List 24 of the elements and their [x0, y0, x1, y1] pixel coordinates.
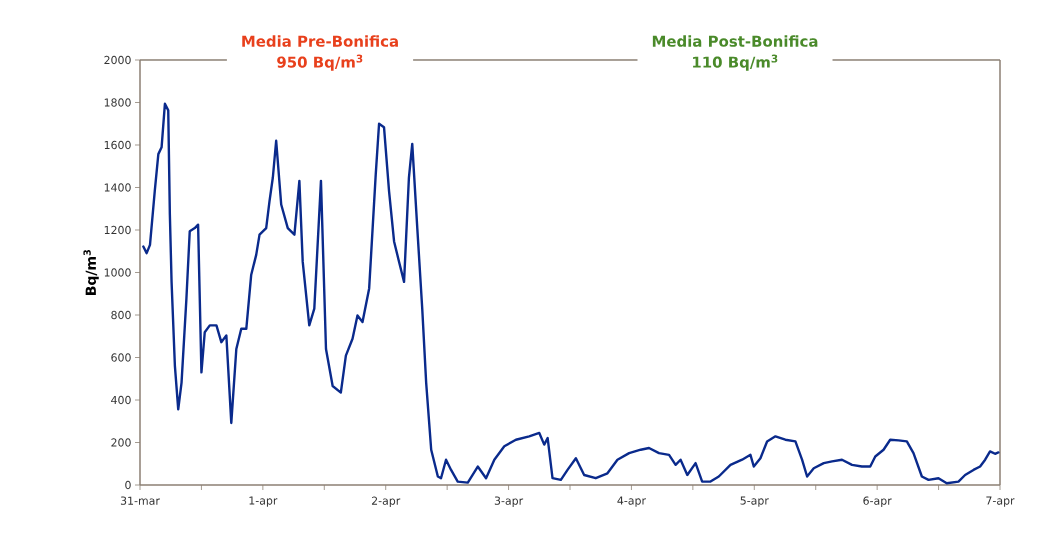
y-tick-label: 2000 — [104, 55, 131, 65]
y-tick-label: 200 — [111, 438, 131, 447]
x-tick-label: 1-apr — [249, 496, 278, 507]
x-tick-label: 6-apr — [863, 496, 892, 507]
annotation: 950 Bq/m$^{3}$ — [277, 54, 363, 71]
x-tick-label: 7-apr — [986, 496, 1015, 507]
x-tick-label: 4-apr — [617, 496, 646, 507]
y-tick-label: 1800 — [104, 98, 131, 107]
y-tick-label: 0 — [125, 480, 131, 490]
x-tick-label: 2-apr — [371, 496, 401, 507]
text: Media Pre-Bonifica — [242, 35, 398, 47]
y-tick-label: 1000 — [104, 268, 131, 277]
y-tick-label: 1200 — [104, 225, 131, 235]
y-tick-label: 1400 — [104, 183, 131, 192]
x-tick-label: 5-apr — [740, 496, 769, 507]
y-tick-label: 600 — [111, 353, 131, 362]
text: Media Post-Bonifica — [652, 35, 818, 47]
y-tick-label: 400 — [111, 395, 131, 405]
y-tick-label: 1600 — [104, 140, 131, 150]
y-tick-label: 800 — [111, 310, 131, 320]
annotation: 110 Bq/m$^{3}$ — [693, 54, 778, 71]
x-tick-label: 31-mar — [120, 496, 160, 505]
x-tick-label: 3-apr — [494, 496, 524, 507]
y-axis-title: Bq/m$^{3}$ — [83, 250, 99, 295]
